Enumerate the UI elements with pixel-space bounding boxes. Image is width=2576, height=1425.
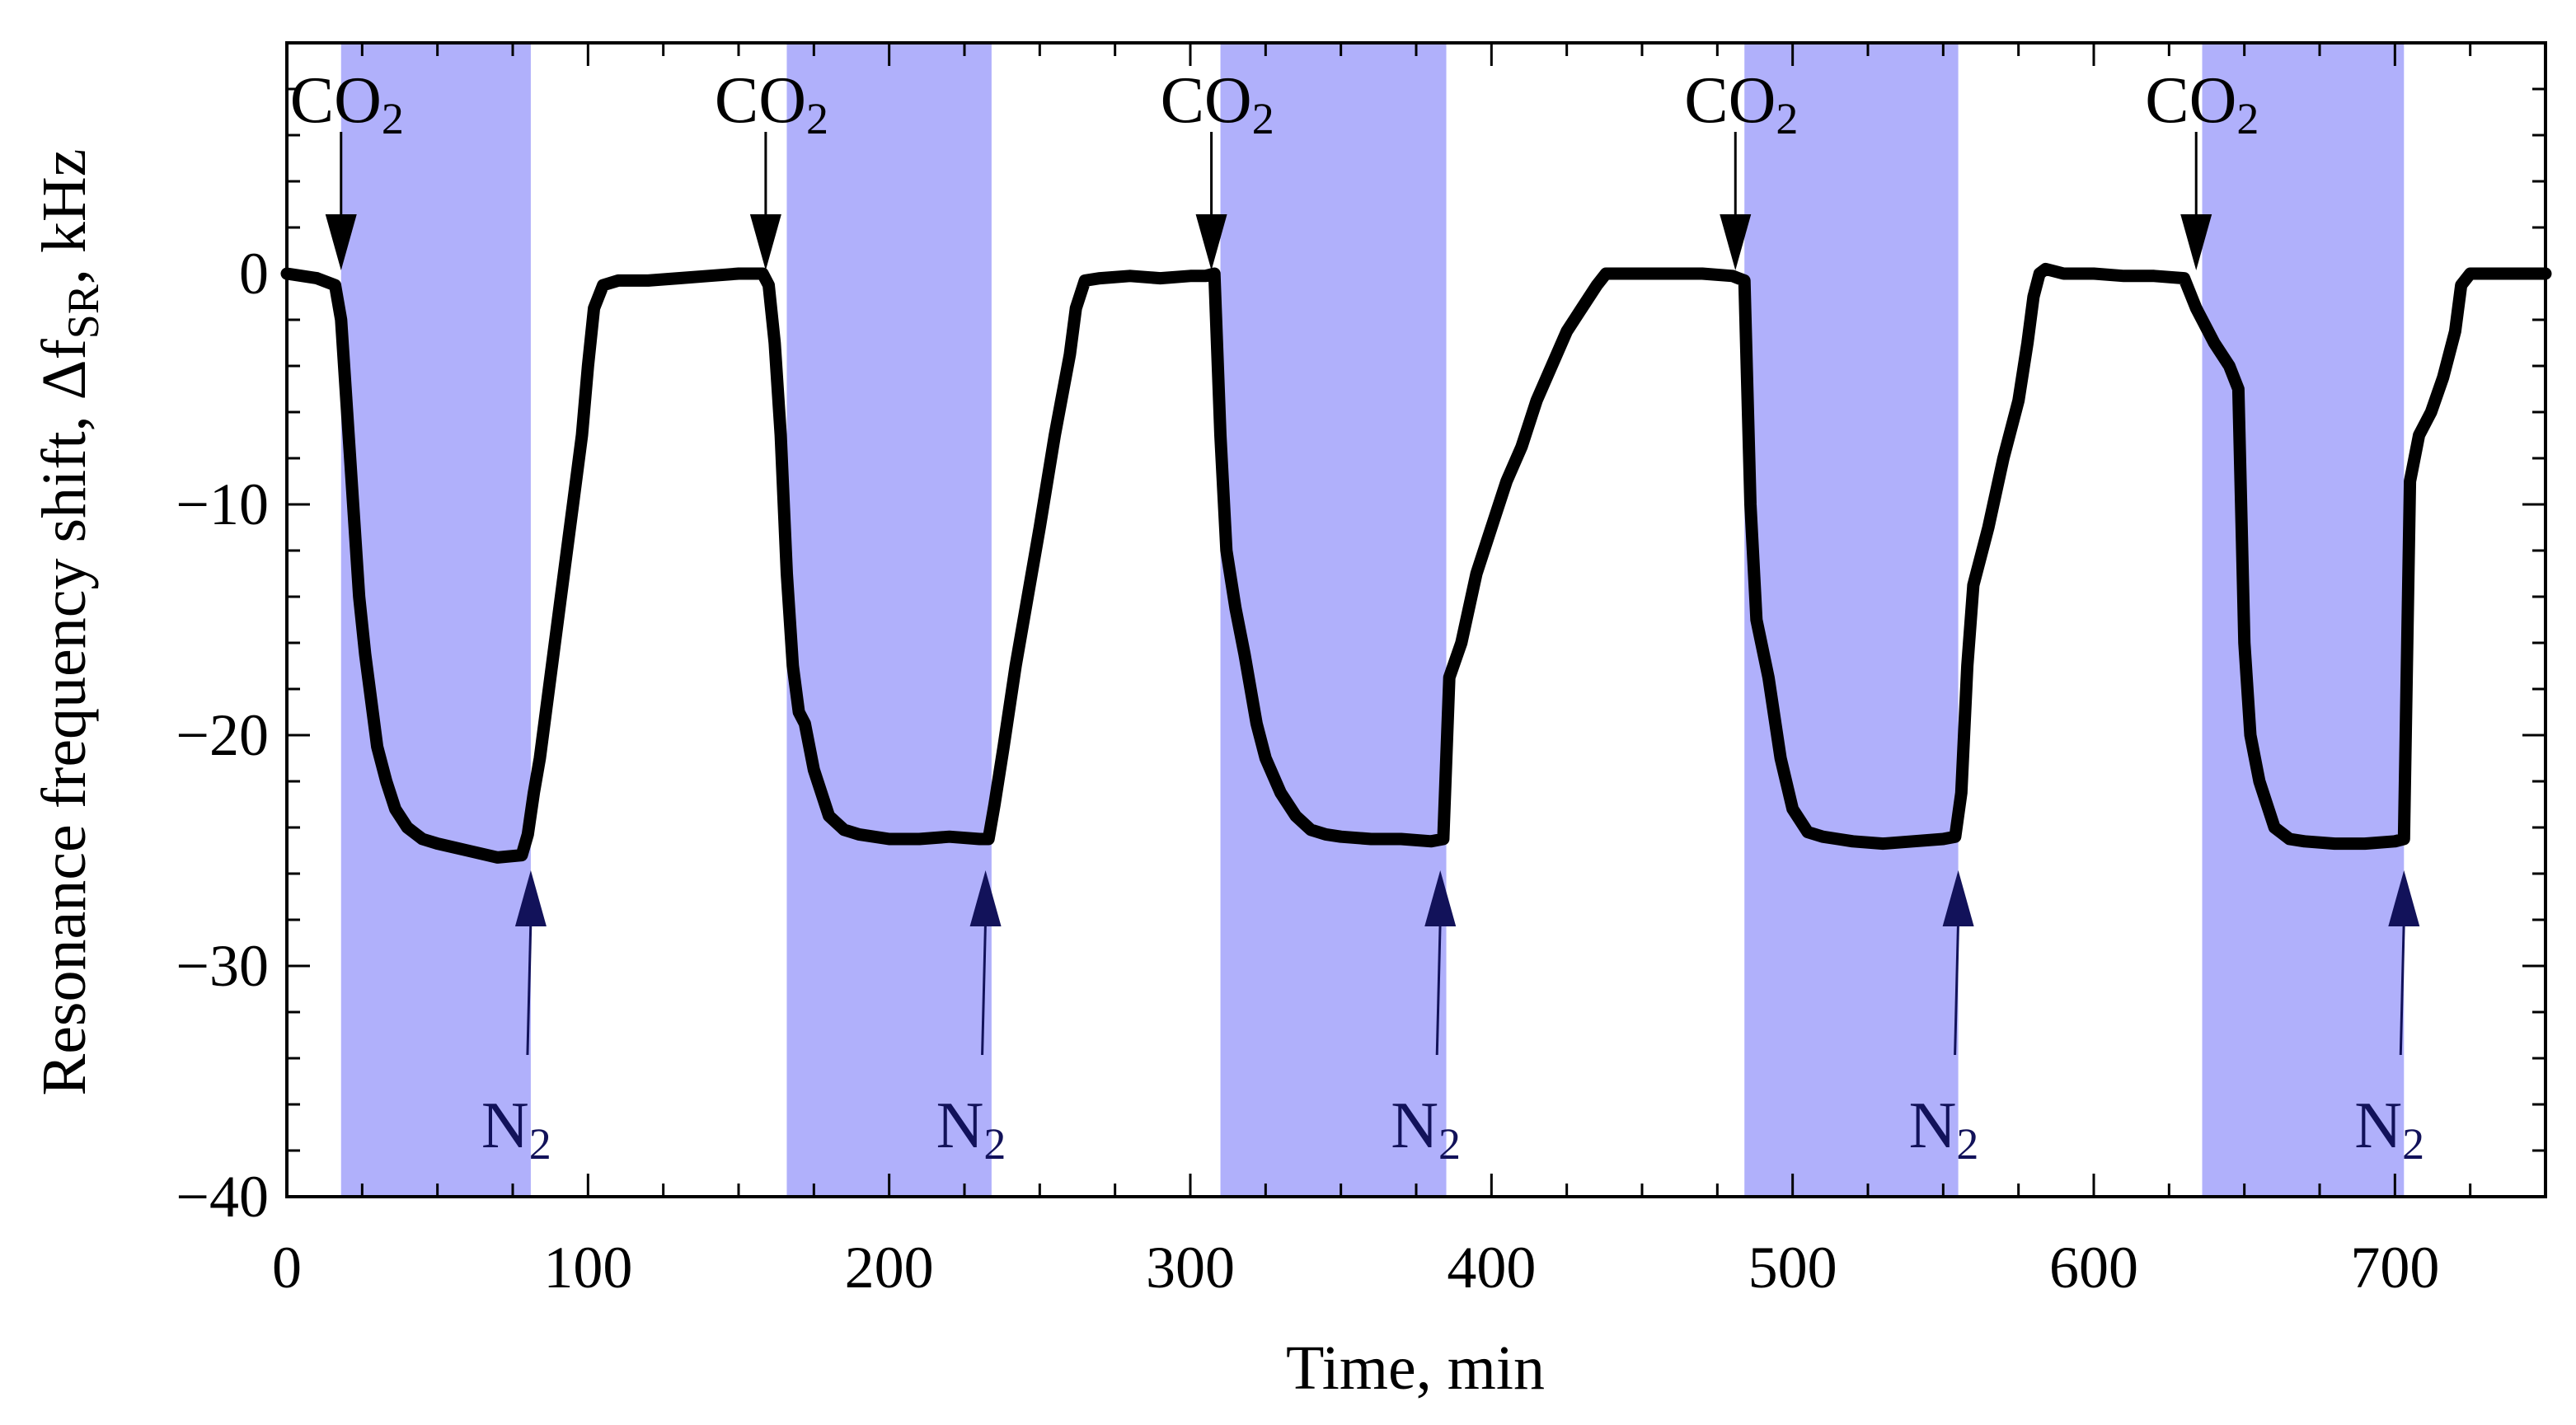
y-tick-label: −20 xyxy=(176,702,269,768)
x-tick-label: 0 xyxy=(272,1235,302,1301)
y-tick-label: −30 xyxy=(176,933,269,999)
n2-arrow-head-icon xyxy=(2388,870,2420,926)
n2-label: N2 xyxy=(936,1090,1006,1169)
n2-label: N2 xyxy=(1391,1090,1461,1169)
n2-annotation-5: N2 xyxy=(2354,870,2424,1169)
x-axis-label: Time, min xyxy=(1286,1334,1545,1403)
y-axis-label: Resonance frequency shift, ΔfSR, kHz xyxy=(30,149,108,1096)
x-tick-label: 500 xyxy=(1748,1235,1837,1301)
n2-annotation-2: N2 xyxy=(936,870,1006,1169)
x-tick-label: 300 xyxy=(1146,1235,1235,1301)
axes xyxy=(285,41,2547,1198)
y-tick-label: −40 xyxy=(176,1164,269,1230)
y-tick-label: −10 xyxy=(176,471,269,537)
x-tick-label: 700 xyxy=(2350,1235,2439,1301)
n2-arrow-head-icon xyxy=(1424,870,1457,926)
co2-annotation-2: CO2 xyxy=(715,64,828,270)
n2-arrow-shaft xyxy=(526,919,533,1056)
n2-arrow-shaft xyxy=(2399,919,2405,1056)
co2-arrow-head-icon xyxy=(325,214,357,270)
co2-arrow-head-icon xyxy=(1195,214,1227,270)
series-line xyxy=(280,262,2552,864)
x-tick-label: 600 xyxy=(2049,1235,2138,1301)
co2-band-1 xyxy=(340,43,531,1197)
co2-band-4 xyxy=(1744,43,1959,1197)
n2-label: N2 xyxy=(1909,1090,1979,1169)
co2-label: CO2 xyxy=(1684,64,1798,143)
n2-arrow-head-icon xyxy=(969,870,1002,926)
co2-band-5 xyxy=(2202,43,2405,1197)
co2-arrow-head-icon xyxy=(1720,214,1752,270)
gas-annotations: CO2 CO2 CO2 CO2 CO2 N2 N2 N2 N2 N2 xyxy=(290,64,2424,1169)
co2-exposure-bands xyxy=(340,43,2405,1197)
x-tick-label: 200 xyxy=(845,1235,934,1301)
n2-annotation-4: N2 xyxy=(1909,870,1979,1169)
n2-annotation-3: N2 xyxy=(1391,870,1461,1169)
co2-band-2 xyxy=(786,43,992,1197)
n2-arrow-shaft xyxy=(1435,919,1442,1056)
co2-label: CO2 xyxy=(2145,64,2259,143)
co2-label: CO2 xyxy=(1161,64,1274,143)
n2-label: N2 xyxy=(481,1090,551,1169)
co2-annotation-4: CO2 xyxy=(1684,64,1798,270)
x-tick-label: 400 xyxy=(1447,1235,1536,1301)
co2-arrow-head-icon xyxy=(2180,214,2212,270)
n2-arrow-head-icon xyxy=(1942,870,1974,926)
n2-arrow-head-icon xyxy=(514,870,547,926)
series-layer xyxy=(280,262,2552,864)
y-axis-label-main: Resonance frequency shift, Δf xyxy=(30,339,99,1096)
n2-arrow-shaft xyxy=(1954,919,1960,1056)
co2-band-3 xyxy=(1220,43,1447,1197)
co2-annotation-5: CO2 xyxy=(2145,64,2259,270)
x-tick-label: 100 xyxy=(543,1235,632,1301)
co2-arrow-head-icon xyxy=(749,214,781,270)
y-tick-label: 0 xyxy=(239,241,269,307)
n2-arrow-shaft xyxy=(981,919,988,1056)
y-axis-label-suffix: , kHz xyxy=(30,149,99,285)
co2-annotation-1: CO2 xyxy=(290,64,404,270)
co2-label: CO2 xyxy=(290,64,404,143)
tick-labels: 0 100 200 300 400 500 600 700 0 −10 −20 −30 −40 xyxy=(176,241,2439,1301)
n2-label: N2 xyxy=(2354,1090,2424,1169)
co2-annotation-3: CO2 xyxy=(1161,64,1274,270)
y-axis-label-subscript: SR xyxy=(59,284,108,339)
co2-label: CO2 xyxy=(715,64,828,143)
n2-annotation-1: N2 xyxy=(481,870,551,1169)
